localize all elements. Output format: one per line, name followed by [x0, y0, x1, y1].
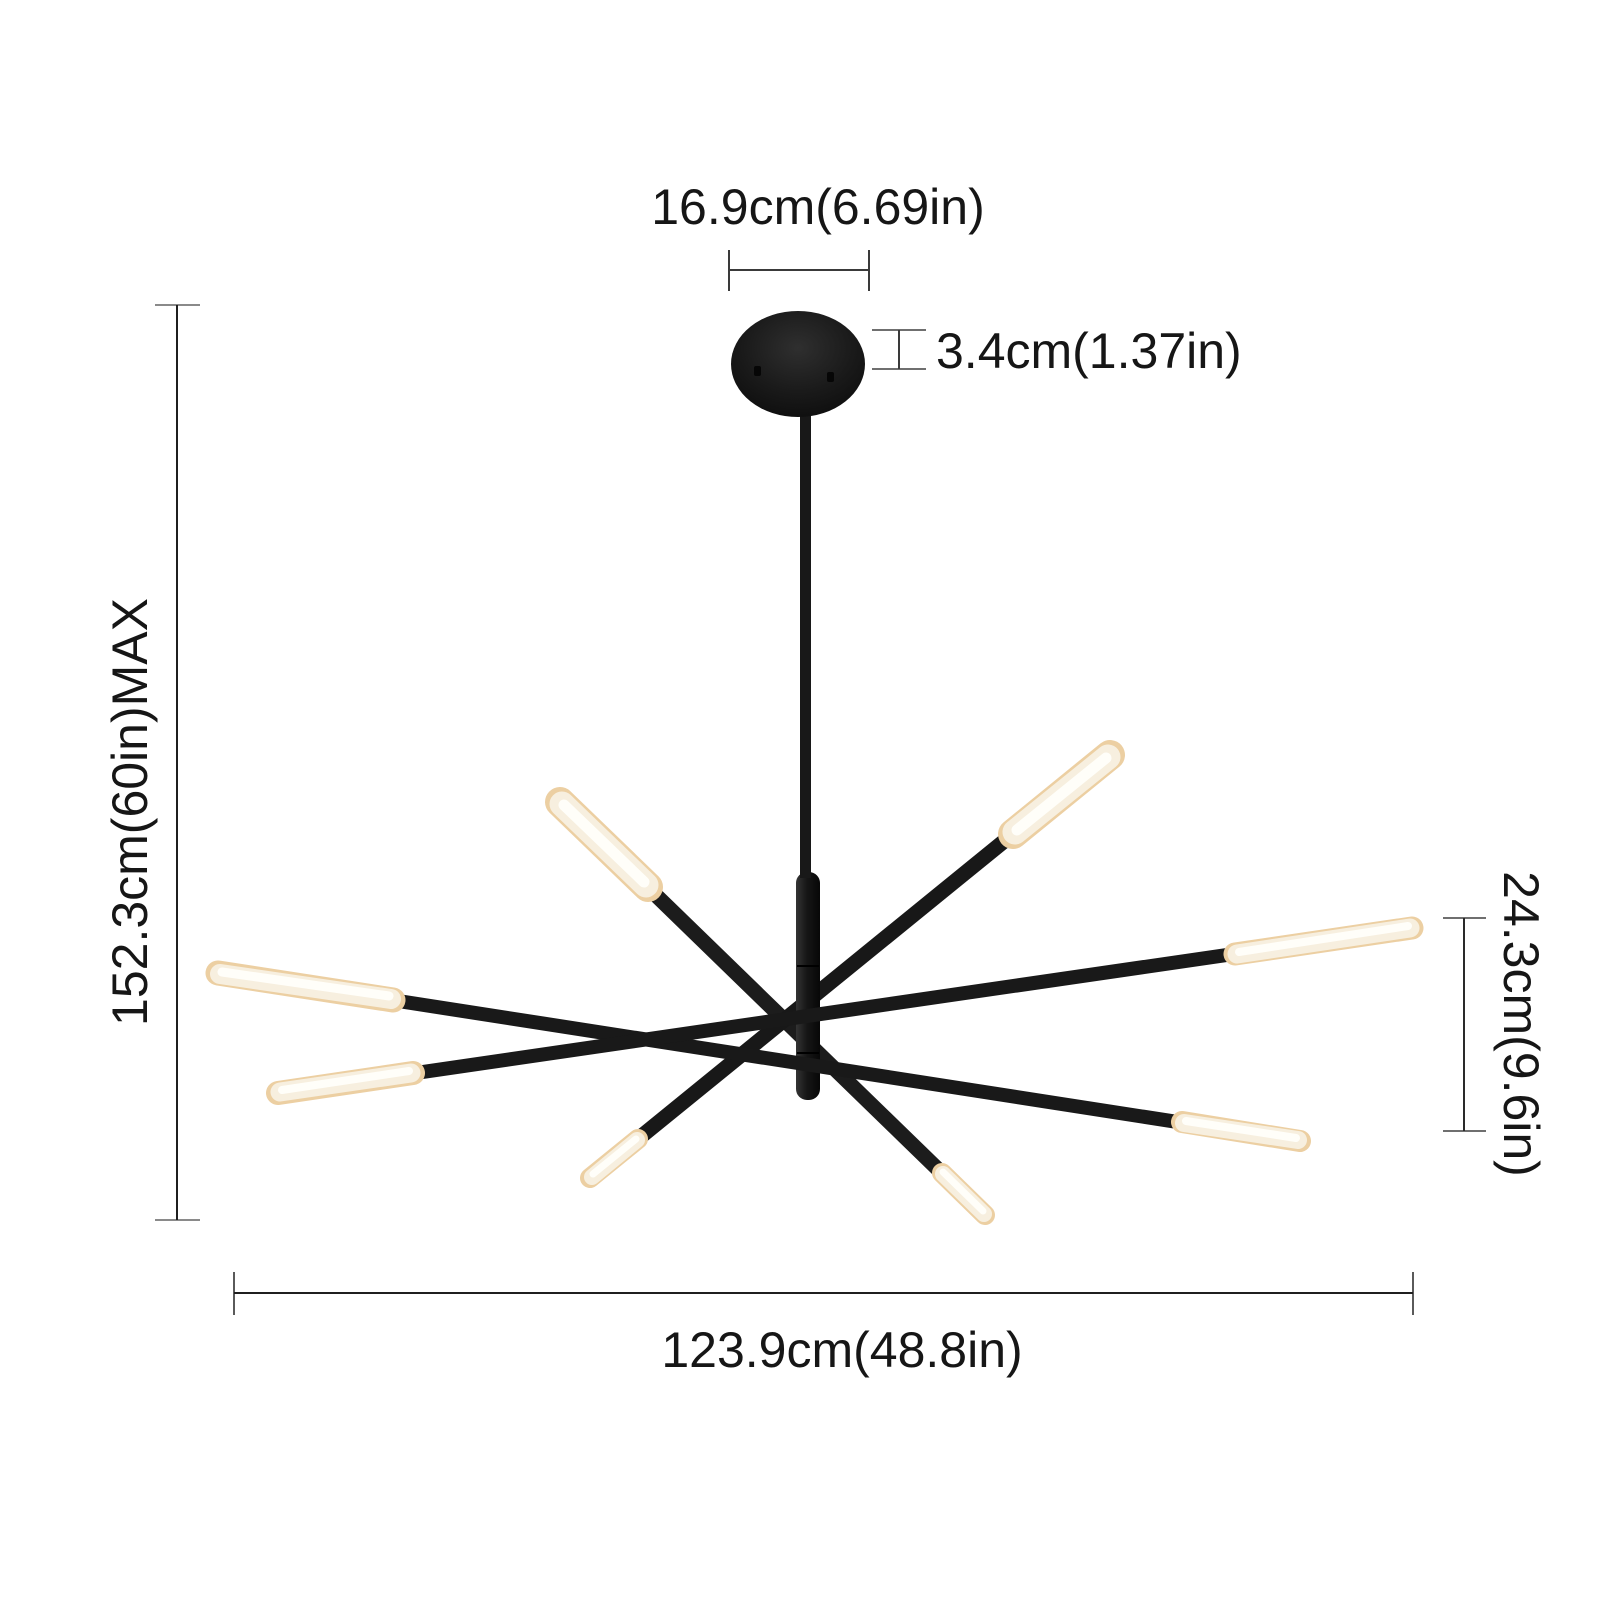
- dim-label-body-height: 24.3cm(9.6in): [1493, 871, 1549, 1177]
- led-tube-left-lower: [266, 1061, 425, 1105]
- dim-label-canopy-width: 16.9cm(6.69in): [651, 179, 985, 235]
- canopy-screw: [754, 366, 761, 376]
- canopy-screw: [827, 372, 834, 382]
- led-tube-upper-left: [545, 787, 663, 902]
- dim-label-fixture-width: 123.9cm(48.8in): [661, 1322, 1023, 1378]
- led-tube-lower-right: [932, 1163, 995, 1225]
- downrod: [800, 404, 811, 878]
- dim-label-max-height: 152.3cm(60in)MAX: [102, 598, 158, 1026]
- chandelier-illustration: [205, 311, 1424, 1225]
- dim-body-height-lines: [1443, 917, 1486, 1132]
- led-tube-lower-left: [580, 1129, 648, 1188]
- arm-rod-leftdown-rightup: [276, 921, 1414, 1100]
- led-tube-right-lower: [1171, 1111, 1311, 1152]
- led-tube-left-upper: [205, 960, 406, 1013]
- dim-canopy-width-lines: [728, 250, 870, 291]
- dim-max-height-lines: [155, 304, 200, 1221]
- dim-fixture-width-lines: [233, 1272, 1414, 1315]
- center-hub: [796, 872, 820, 1100]
- dim-label-canopy-height: 3.4cm(1.37in): [936, 323, 1242, 379]
- led-tube-upper-right: [998, 740, 1125, 849]
- dim-canopy-height-lines: [872, 329, 926, 370]
- ceiling-canopy: [731, 311, 865, 417]
- led-tube-right-upper: [1223, 916, 1424, 966]
